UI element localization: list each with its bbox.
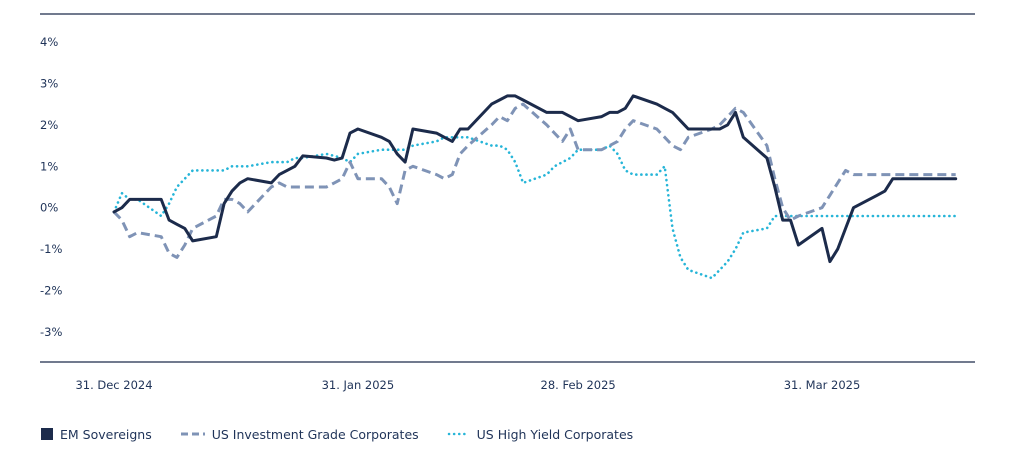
x-tick-label: 28. Feb 2025 [541, 378, 616, 392]
x-tick-label: 31. Mar 2025 [784, 378, 861, 392]
series-line-us-high-yield-corporates [112, 136, 957, 280]
legend-swatch-dashed [180, 432, 205, 436]
y-tick-label: 2% [40, 118, 58, 132]
x-tick-label: 31. Jan 2025 [322, 378, 395, 392]
y-tick-label: 4% [40, 35, 58, 49]
x-tick-label: 31. Dec 2024 [75, 378, 152, 392]
legend-swatch-solid [41, 428, 53, 440]
legend: EM Sovereigns US Investment Grade Corpor… [40, 424, 661, 444]
legend-item-us-investment-grade-corporates: US Investment Grade Corporates [180, 427, 419, 442]
series-line-us-investment-grade-corporates [112, 102, 956, 259]
x-axis-ticks: 31. Dec 2024 31. Jan 2025 28. Feb 2025 31. … [75, 378, 860, 392]
plot-area [112, 94, 958, 280]
y-tick-label: -3% [40, 325, 62, 339]
y-axis-ticks: 4% 3% 2% 1% 0% -1% -2% -3% [40, 35, 62, 339]
series-line-em-sovereigns [112, 94, 958, 264]
y-tick-label: -2% [40, 284, 62, 298]
legend-item-us-high-yield-corporates: US High Yield Corporates [447, 426, 634, 442]
legend-label: EM Sovereigns [60, 426, 152, 442]
legend-label: US Investment Grade Corporates [211, 426, 419, 442]
y-tick-label: 1% [40, 159, 58, 173]
legend-label: US High Yield Corporates [476, 426, 634, 442]
y-tick-label: 0% [40, 201, 58, 215]
legend-item-em-sovereigns: EM Sovereigns [40, 427, 152, 442]
y-tick-label: 3% [40, 76, 58, 90]
y-tick-label: -1% [40, 242, 62, 256]
legend-swatch-dotted [447, 432, 470, 436]
